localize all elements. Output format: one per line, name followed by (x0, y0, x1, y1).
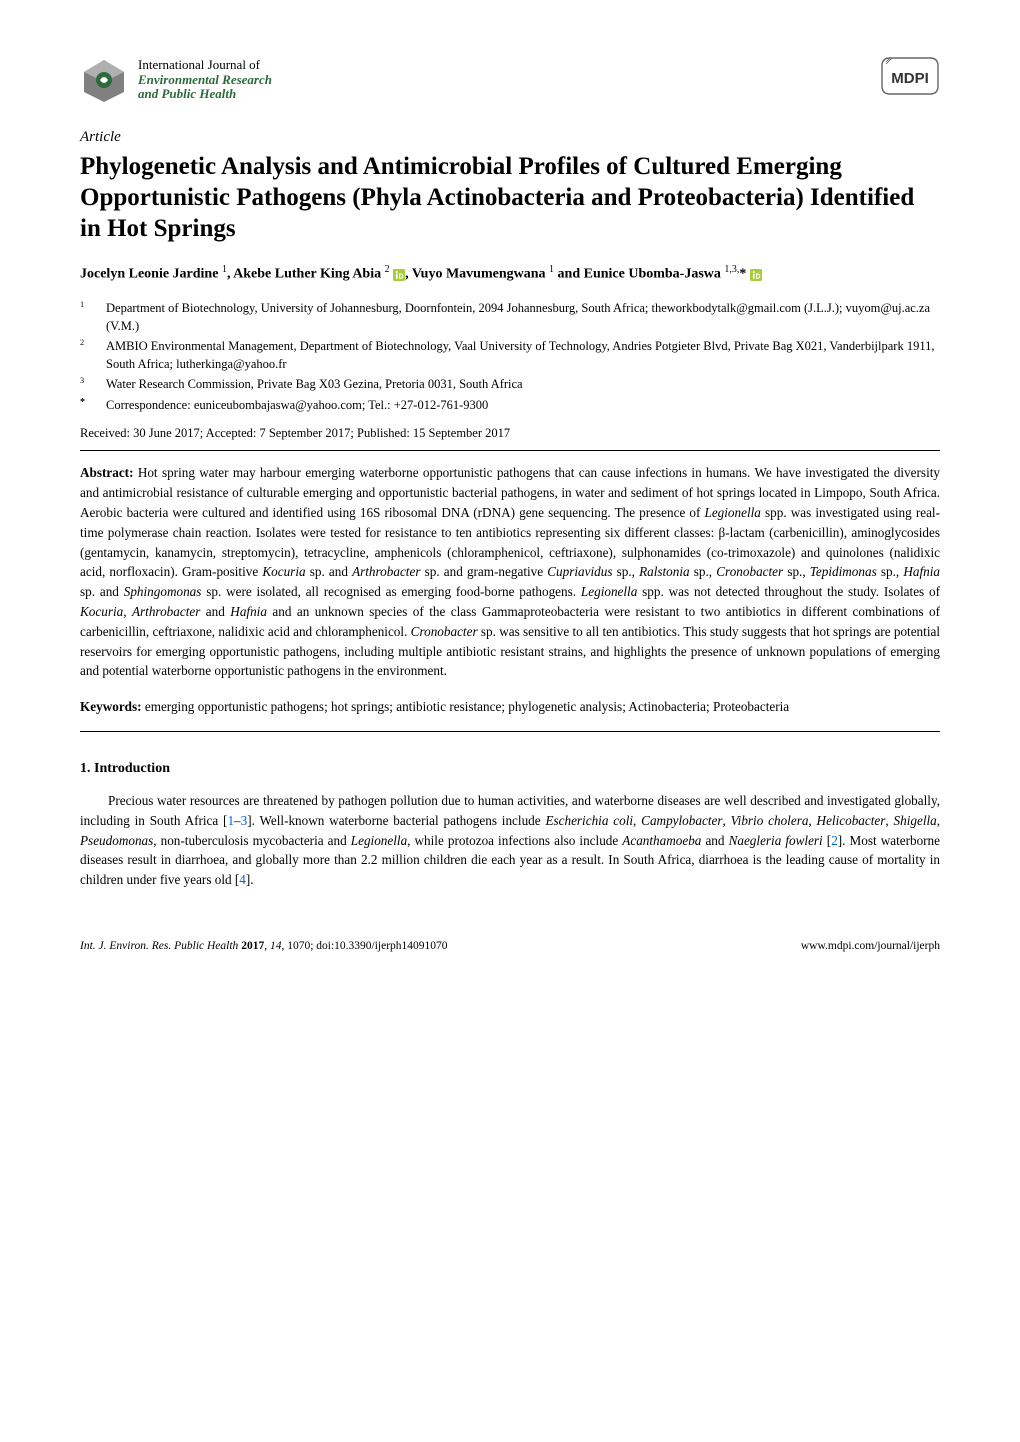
affiliation-text: AMBIO Environmental Management, Departme… (106, 337, 940, 373)
mdpi-logo-icon: MDPI (880, 56, 940, 96)
intro-paragraph: Precious water resources are threatened … (80, 791, 940, 890)
abstract-block: Abstract: Hot spring water may harbour e… (80, 463, 940, 681)
header-row: International Journal of Environmental R… (80, 56, 940, 104)
journal-line2: Environmental Research (138, 73, 272, 88)
affiliation-row: 3 Water Research Commission, Private Bag … (80, 375, 940, 393)
dates-line: Received: 30 June 2017; Accepted: 7 Sept… (80, 424, 940, 452)
svg-text:MDPI: MDPI (891, 70, 929, 87)
abstract-text: Hot spring water may harbour emerging wa… (80, 465, 940, 678)
journal-line1: International Journal of (138, 58, 272, 73)
affiliation-marker: * (80, 396, 94, 414)
section-heading-1: 1. Introduction (80, 758, 940, 779)
affiliation-row: 2 AMBIO Environmental Management, Departm… (80, 337, 940, 373)
article-type: Article (80, 126, 940, 149)
affiliation-row: 1 Department of Biotechnology, University… (80, 299, 940, 335)
affiliations-block: 1 Department of Biotechnology, University… (80, 299, 940, 414)
keywords-label: Keywords: (80, 699, 142, 714)
affiliation-marker: 3 (80, 375, 94, 393)
affiliation-marker: 2 (80, 337, 94, 373)
footer-right: www.mdpi.com/journal/ijerph (801, 938, 940, 955)
journal-logo-icon (80, 56, 128, 104)
journal-block: International Journal of Environmental R… (80, 56, 272, 104)
abstract-label: Abstract: (80, 465, 133, 480)
affiliation-row: * Correspondence: euniceubombajaswa@yahoo… (80, 396, 940, 414)
authors-line: Jocelyn Leonie Jardine 1, Akebe Luther K… (80, 262, 940, 285)
article-title: Phylogenetic Analysis and Antimicrobial … (80, 151, 940, 245)
affiliation-text: Department of Biotechnology, University … (106, 299, 940, 335)
affiliation-text: Correspondence: euniceubombajaswa@yahoo.… (106, 396, 940, 414)
footer-left: Int. J. Environ. Res. Public Health 2017… (80, 938, 448, 955)
affiliation-text: Water Research Commission, Private Bag X… (106, 375, 940, 393)
journal-name: International Journal of Environmental R… (138, 58, 272, 103)
affiliation-marker: 1 (80, 299, 94, 335)
journal-line3: and Public Health (138, 87, 272, 102)
footer-row: Int. J. Environ. Res. Public Health 2017… (80, 938, 940, 955)
keywords-text: emerging opportunistic pathogens; hot sp… (142, 699, 790, 714)
keywords-block: Keywords: emerging opportunistic pathoge… (80, 697, 940, 732)
